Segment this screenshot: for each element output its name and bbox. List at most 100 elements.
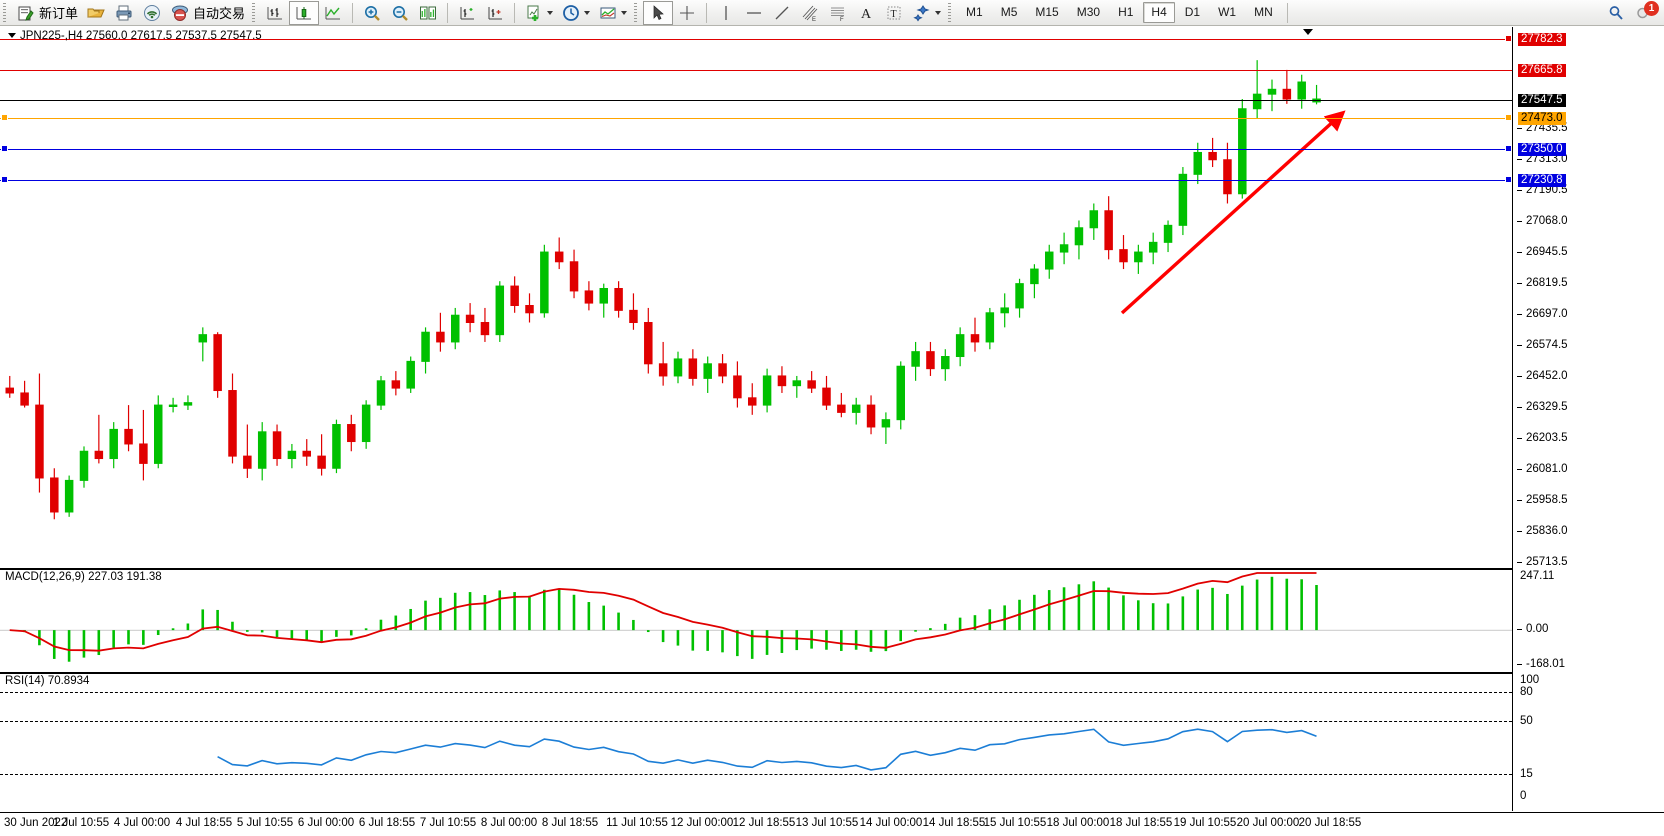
price-level-handle-pending-left[interactable]	[1, 114, 8, 121]
horizontal-line-button[interactable]	[740, 1, 768, 25]
time-label-17: 18 Jul 00:00	[1046, 817, 1110, 829]
fibonacci-icon: F	[828, 3, 848, 23]
tile-windows-button[interactable]	[414, 1, 442, 25]
price-level-line-support-1[interactable]	[0, 149, 1512, 150]
zoom-out-button[interactable]	[386, 1, 414, 25]
chart-canvas[interactable]: JPN225-,H4 27560.0 27617.5 27537.5 27547…	[0, 26, 1664, 836]
time-label-7: 7 Jul 10:55	[419, 817, 477, 829]
time-label-4: 5 Jul 10:55	[236, 817, 294, 829]
alerts-button[interactable]: 1	[1630, 0, 1659, 25]
chevron-down-icon-2[interactable]	[584, 10, 591, 15]
price-level-line-support-2[interactable]	[0, 180, 1512, 181]
price-level-line-pending[interactable]	[0, 118, 1512, 119]
time-label-12: 12 Jul 18:55	[732, 817, 796, 829]
price-tag-3[interactable]: 27473.0	[1518, 112, 1566, 125]
timeframe-h4[interactable]: H4	[1143, 2, 1175, 23]
chevron-down-icon[interactable]	[547, 10, 554, 15]
period-button[interactable]	[557, 1, 594, 25]
auto-trading-button[interactable]: 自动交易	[166, 1, 249, 25]
timeframe-m30[interactable]: M30	[1076, 5, 1101, 19]
macd-tick-1: 0.00	[1516, 623, 1549, 635]
toolbar-grip-2[interactable]	[251, 2, 259, 23]
crosshair-button[interactable]	[673, 1, 701, 25]
price-tag-4[interactable]: 27350.0	[1518, 143, 1566, 156]
label-button[interactable]: T	[880, 1, 908, 25]
time-label-21: 20 Jul 18:55	[1298, 817, 1362, 829]
symbol-title: JPN225-,H4 27560.0 27617.5 27537.5 27547…	[20, 30, 262, 42]
timeframe-m5[interactable]: M5	[1000, 5, 1018, 19]
text-button[interactable]: A	[852, 1, 880, 25]
price-tag-0[interactable]: 27782.3	[1518, 33, 1566, 46]
new-chart-button[interactable]	[520, 1, 557, 25]
price-level-handle-support-2[interactable]	[1505, 176, 1512, 183]
fibonacci-button[interactable]: F	[824, 1, 852, 25]
price-level-line-current[interactable]	[0, 100, 1512, 101]
equidistant-channel-button[interactable]: E	[796, 1, 824, 25]
bar-chart-button[interactable]	[261, 1, 289, 25]
price-level-line-resistance-2[interactable]	[0, 70, 1512, 71]
price-level-handle-support-1-left[interactable]	[1, 145, 8, 152]
zoom-in-button[interactable]	[358, 1, 386, 25]
equidistant-channel-icon: E	[800, 3, 820, 23]
search-button[interactable]	[1602, 1, 1630, 25]
price-level-handle-pending[interactable]	[1505, 114, 1512, 121]
trendline-icon	[772, 3, 792, 23]
symbol-collapse-arrow-icon[interactable]	[8, 33, 16, 38]
price-level-line-resistance-1[interactable]	[0, 39, 1512, 40]
objects-button[interactable]	[908, 1, 945, 25]
rsi-level-50	[0, 721, 1512, 722]
trendline-button[interactable]	[768, 1, 796, 25]
timeframe-m1[interactable]: M1	[966, 5, 983, 19]
price-tag-1[interactable]: 27665.8	[1518, 64, 1566, 77]
rsi-tick-0: 0	[1520, 790, 1527, 802]
svg-text:F: F	[840, 17, 844, 23]
folder-button[interactable]	[82, 1, 110, 25]
cursor-button[interactable]	[643, 0, 674, 25]
toolbar-grip-3[interactable]	[633, 2, 641, 23]
time-label-0: 30 Jun 2022	[4, 817, 68, 829]
connection-status-button[interactable]	[138, 1, 166, 25]
toolbar-separator-2	[447, 2, 449, 23]
new-order-button[interactable]: 新订单	[12, 1, 82, 25]
price-level-handle-1[interactable]	[1505, 35, 1512, 42]
grid-button[interactable]	[481, 1, 509, 25]
line-chart-icon	[323, 3, 343, 23]
toolbar-grip-4[interactable]	[947, 2, 955, 23]
time-label-13: 13 Jul 10:55	[795, 817, 859, 829]
price-tag-5[interactable]: 27230.8	[1518, 174, 1566, 187]
candlestick-chart-button[interactable]	[289, 0, 320, 25]
trend-arrow-annotation[interactable]	[0, 27, 1512, 567]
time-label-15: 14 Jul 18:55	[922, 817, 986, 829]
vertical-line-button[interactable]	[712, 1, 740, 25]
vline-icon	[716, 3, 736, 23]
price-axis[interactable]	[1512, 27, 1664, 811]
time-label-11: 12 Jul 00:00	[670, 817, 734, 829]
timeframe-w1[interactable]: W1	[1218, 5, 1237, 19]
new-order-label: 新订单	[39, 6, 79, 21]
timeframe-mn[interactable]: MN	[1254, 5, 1273, 19]
toolbar-grip[interactable]	[2, 2, 9, 23]
data-window-icon	[457, 3, 477, 23]
rsi-tick-100: 100	[1520, 674, 1540, 686]
timeframe-h1[interactable]: H1	[1118, 5, 1134, 19]
new-chart-icon	[524, 3, 544, 23]
period-icon	[561, 3, 581, 23]
chevron-down-icon-3[interactable]	[621, 10, 628, 15]
macd-indicator-label: MACD(12,26,9) 227.03 191.38	[5, 571, 162, 583]
price-tick-7: 26574.5	[1517, 339, 1568, 351]
auto-trading-label: 自动交易	[193, 6, 246, 21]
price-tag-2[interactable]: 27547.5	[1518, 94, 1566, 107]
indicators-button[interactable]	[594, 1, 631, 25]
line-chart-button[interactable]	[319, 1, 347, 25]
chevron-down-icon-4[interactable]	[935, 10, 942, 15]
timeframe-m15[interactable]: M15	[1035, 5, 1059, 19]
timeframe-d1[interactable]: D1	[1184, 5, 1201, 19]
price-level-handle-support-1[interactable]	[1505, 145, 1512, 152]
time-label-2: 4 Jul 00:00	[113, 817, 171, 829]
cursor-icon	[648, 3, 668, 23]
printer-button[interactable]	[110, 1, 138, 25]
time-axis[interactable]: 30 Jun 2022 1 Jul 10:55 4 Jul 00:00 4 Ju…	[0, 812, 1664, 836]
price-level-handle-support-2-left[interactable]	[1, 176, 8, 183]
data-window-button[interactable]	[453, 1, 481, 25]
